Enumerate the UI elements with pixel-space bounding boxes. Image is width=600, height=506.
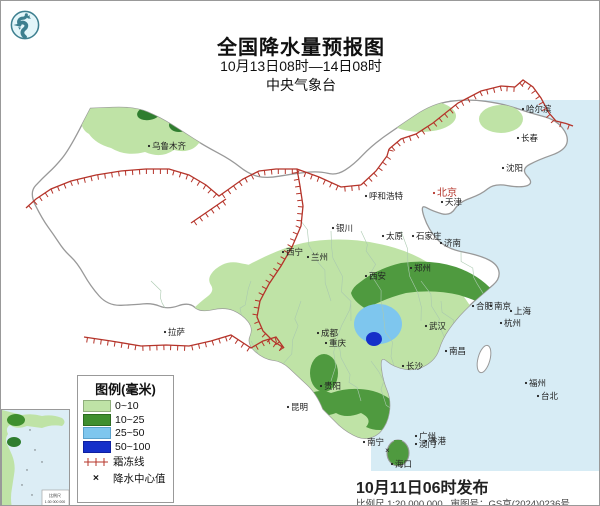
svg-text:上海: 上海 (514, 306, 532, 316)
svg-text:太原: 太原 (386, 231, 403, 241)
svg-text:武汉: 武汉 (429, 321, 447, 331)
svg-text:郑州: 郑州 (414, 263, 431, 273)
svg-text:沈阳: 沈阳 (506, 163, 523, 173)
svg-text:南宁: 南宁 (367, 437, 384, 447)
svg-text:乌鲁木齐: 乌鲁木齐 (152, 141, 187, 151)
svg-text:成都: 成都 (321, 328, 339, 338)
svg-text:南昌: 南昌 (449, 346, 466, 356)
svg-text:1:30 000 000: 1:30 000 000 (45, 500, 65, 504)
svg-text:天津: 天津 (445, 197, 463, 207)
svg-text:兰州: 兰州 (311, 252, 328, 262)
svg-text:银川: 银川 (336, 223, 353, 233)
svg-text:济南: 济南 (444, 238, 461, 248)
svg-text:杭州: 杭州 (504, 318, 521, 328)
svg-text:长春: 长春 (521, 133, 539, 143)
svg-text:福州: 福州 (529, 378, 546, 388)
svg-text:长沙: 长沙 (406, 361, 424, 371)
svg-text:呼和浩特: 呼和浩特 (369, 191, 404, 201)
svg-text:重庆: 重庆 (329, 338, 347, 348)
svg-text:哈尔滨: 哈尔滨 (526, 104, 552, 114)
svg-text:石家庄: 石家庄 (416, 231, 442, 241)
svg-text:昆明: 昆明 (291, 402, 308, 412)
svg-text:贵阳: 贵阳 (324, 381, 341, 391)
svg-text:拉萨: 拉萨 (168, 327, 186, 337)
svg-text:海口: 海口 (395, 459, 412, 469)
svg-text:南京: 南京 (494, 301, 511, 311)
svg-text:台北: 台北 (541, 391, 559, 401)
svg-text:香港: 香港 (429, 436, 447, 446)
svg-text:比例尺: 比例尺 (49, 492, 61, 498)
svg-text:西宁: 西宁 (286, 247, 303, 257)
svg-text:×: × (385, 446, 390, 455)
svg-text:西安: 西安 (369, 271, 386, 281)
